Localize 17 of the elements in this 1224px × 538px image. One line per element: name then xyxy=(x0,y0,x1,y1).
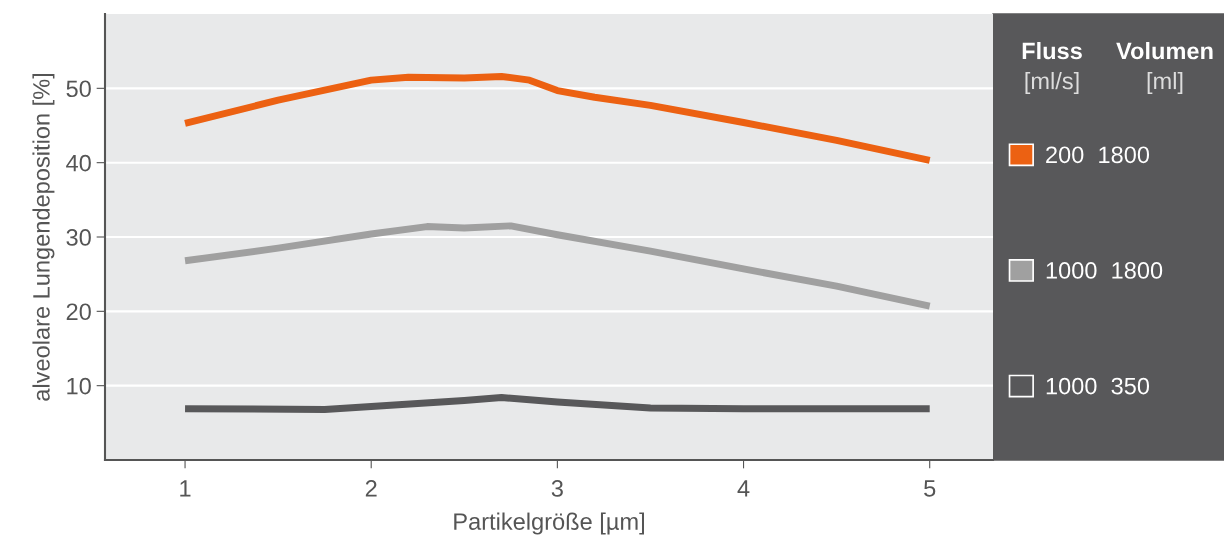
y-tick-label: 10 xyxy=(67,377,91,395)
x-tick-label: 4 xyxy=(737,480,750,497)
y-tick-label: 40 xyxy=(66,154,91,172)
y-tick-label: 20 xyxy=(66,303,91,321)
legend-label: 1000 350 xyxy=(1046,377,1150,395)
y-axis-title: alveolare Lungendeposition [%] xyxy=(32,73,55,401)
legend-label: 1000 1800 xyxy=(1046,262,1163,279)
text: Volumen [ml] xyxy=(1116,42,1213,95)
x-tick-label: 3 xyxy=(551,480,563,497)
x-tick-label: 2 xyxy=(365,480,377,497)
text: Fluss [ml/s] xyxy=(1022,42,1082,95)
x-tick-label: 1 xyxy=(180,480,191,497)
y-tick-label: 50 xyxy=(66,80,91,98)
legend-label: 200 1800 xyxy=(1046,146,1150,164)
y-tick-label: 30 xyxy=(66,229,91,246)
x-tick-label: 5 xyxy=(924,480,936,497)
x-axis-title: Partikelgröße [µm] xyxy=(454,512,644,535)
